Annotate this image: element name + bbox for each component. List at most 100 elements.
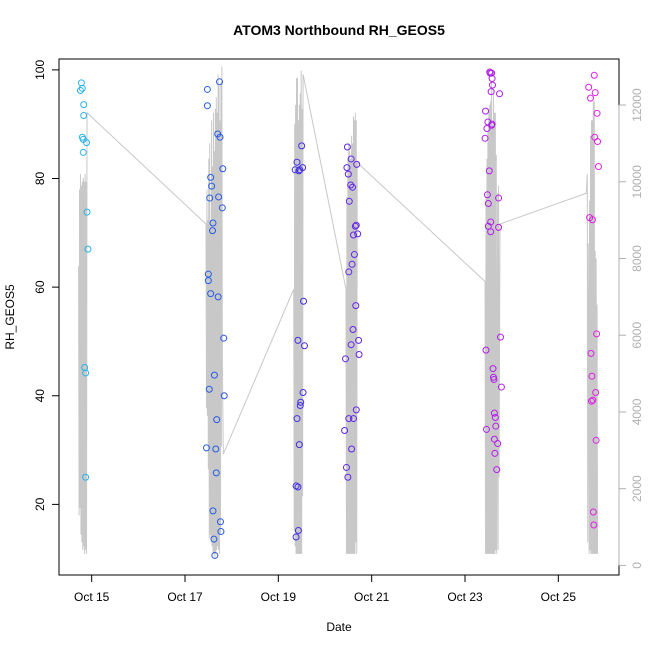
chart-title: ATOM3 Northbound RH_GEOS5 [233, 22, 445, 38]
data-point [355, 336, 363, 344]
y-axis-label: RH_GEOS5 [3, 284, 17, 350]
data-point [585, 83, 593, 91]
y-tick-label: 20 [33, 497, 47, 511]
data-point [349, 183, 357, 191]
data-point [214, 293, 222, 301]
data-point [352, 221, 360, 229]
data-point [83, 208, 91, 216]
data-point [80, 101, 88, 109]
data-point [82, 369, 90, 377]
data-point [487, 218, 495, 226]
data-point [217, 528, 225, 536]
data-point [482, 425, 490, 433]
data-point [587, 349, 595, 357]
data-point [489, 365, 497, 373]
data-point [348, 445, 356, 453]
data-point [588, 216, 596, 224]
data-point [589, 508, 597, 516]
altitude-line-layer [78, 66, 599, 558]
data-point [80, 111, 88, 119]
data-point [352, 406, 360, 414]
data-point [491, 449, 499, 457]
data-point [204, 270, 212, 278]
data-point [207, 173, 215, 181]
data-point [496, 90, 504, 98]
data-point [203, 85, 211, 93]
y2-tick-label: 0 [630, 562, 644, 569]
data-point [594, 138, 602, 146]
data-point [355, 350, 363, 358]
y2-tick-label: 12000 [630, 88, 644, 122]
data-point [344, 473, 352, 481]
data-point [488, 75, 496, 83]
data-point [82, 473, 90, 481]
y-tick-label: 60 [33, 280, 47, 294]
x-tick-label: Oct 15 [74, 590, 110, 604]
data-point [207, 290, 215, 298]
data-point [589, 396, 597, 404]
data-point [216, 133, 224, 141]
data-point [341, 427, 349, 435]
data-point [591, 89, 599, 97]
data-point [488, 120, 496, 128]
data-point [353, 160, 361, 168]
y2-tick-label: 8000 [630, 245, 644, 272]
data-point [487, 228, 495, 236]
data-point [208, 182, 216, 190]
x-tick-label: Oct 25 [541, 590, 577, 604]
data-point [494, 440, 502, 448]
data-point [492, 422, 500, 430]
data-point [495, 194, 503, 202]
data-point [76, 87, 84, 94]
y2-tick-label: 2000 [630, 475, 644, 502]
data-point [206, 194, 214, 202]
data-point [211, 551, 219, 559]
data-point [218, 204, 226, 212]
data-point [588, 372, 596, 380]
data-point [342, 463, 350, 471]
data-point [209, 227, 217, 235]
data-point [347, 155, 355, 163]
data-point [297, 398, 305, 406]
data-point [587, 94, 595, 102]
data-point [342, 355, 350, 363]
data-point [345, 268, 353, 276]
data-point [490, 375, 498, 383]
data-point [590, 521, 598, 529]
y-tick-label: 80 [33, 172, 47, 186]
y2-tick-label: 6000 [630, 322, 644, 349]
altitude-series-line [78, 66, 599, 558]
data-point [202, 444, 210, 452]
data-point [488, 69, 496, 77]
data-point [292, 533, 300, 541]
data-point [590, 71, 598, 79]
data-point [219, 165, 227, 173]
data-point [481, 134, 489, 142]
data-point [215, 193, 223, 201]
data-point [592, 436, 600, 444]
data-point [349, 415, 357, 423]
data-point [484, 199, 492, 207]
data-point [345, 415, 353, 423]
data-point [205, 385, 213, 393]
data-point [344, 170, 352, 178]
data-point [483, 125, 491, 133]
x-axis-label: Date [326, 620, 352, 634]
data-point [487, 88, 495, 96]
y2-tick-label: 10000 [630, 165, 644, 199]
data-point [352, 302, 360, 310]
data-point [485, 167, 493, 175]
data-point [594, 163, 602, 171]
data-point [593, 109, 601, 117]
data-point [216, 78, 224, 86]
data-point [216, 518, 224, 526]
data-point [348, 260, 356, 268]
data-point [220, 334, 228, 342]
data-point [299, 389, 307, 396]
x-tick-label: Oct 23 [447, 590, 483, 604]
data-point [83, 139, 91, 147]
x-tick-label: Oct 19 [261, 590, 297, 604]
data-point [491, 413, 499, 421]
